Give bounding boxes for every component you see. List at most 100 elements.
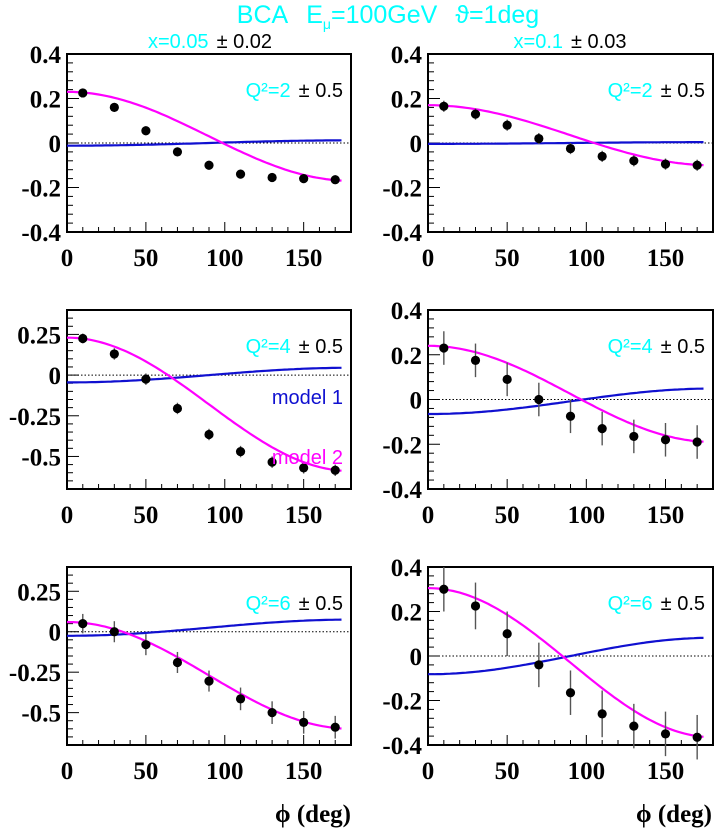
y-tick-label: -0.2 xyxy=(21,176,61,203)
panel-q2-label: Q²=2 ± 0.5 xyxy=(246,80,343,102)
data-point xyxy=(470,355,481,365)
data-point xyxy=(172,147,183,157)
y-tick-label: -0.5 xyxy=(21,444,61,471)
panel-q2-label: Q²=4 ± 0.5 xyxy=(608,336,705,358)
data-point xyxy=(141,126,151,136)
column-header-right: x=0.1 ± 0.03 xyxy=(514,31,627,53)
y-tick-label: -0.2 xyxy=(382,432,422,459)
data-point xyxy=(439,343,449,353)
y-tick-label: -0.25 xyxy=(9,404,61,431)
data-point xyxy=(470,109,481,119)
x-tick-label: 150 xyxy=(647,758,685,785)
x-tick-label: 50 xyxy=(495,502,520,529)
x-tick-label: 100 xyxy=(568,502,606,529)
data-point xyxy=(204,429,214,440)
y-tick-label: 0 xyxy=(49,131,62,158)
data-point xyxy=(330,175,340,185)
x-tick-label: 100 xyxy=(206,245,244,272)
data-point xyxy=(267,708,277,718)
panel-2: -0.4 -0.2 0 0.2 0.4 0 50 100 150 Q²=2 ± 0.5 xyxy=(382,42,714,272)
x-tick-label: 100 xyxy=(568,245,606,272)
model1-curve xyxy=(67,366,342,384)
x-tick-label: 50 xyxy=(133,502,158,529)
y-tick-label: -0.4 xyxy=(382,477,422,504)
data-point xyxy=(299,174,309,184)
y-tick-label: 0.2 xyxy=(391,600,422,627)
data-point xyxy=(439,101,449,111)
data-point xyxy=(235,169,246,179)
x-tick-label: 150 xyxy=(285,502,323,529)
data-point xyxy=(597,423,607,434)
data-point xyxy=(141,374,151,384)
data-point xyxy=(660,159,671,169)
y-tick-label: -0.4 xyxy=(382,220,422,247)
x-tick-label: 50 xyxy=(495,245,520,272)
panel-q2-label: Q²=6 ± 0.5 xyxy=(608,593,705,615)
model2-curve xyxy=(66,620,342,730)
panel-4: -0.4 -0.2 0 0.2 0.4 0 50 100 150 Q²=4 ± 0.5 xyxy=(382,298,714,529)
x-tick-label: 0 xyxy=(61,758,74,785)
y-tick-label: 0 xyxy=(410,644,423,671)
data-point xyxy=(109,102,119,112)
y-tick-label: -0.2 xyxy=(382,689,422,716)
x-tick-label: 50 xyxy=(133,245,158,272)
model2-curve xyxy=(427,587,704,738)
data-point xyxy=(534,660,544,670)
figure-title: BCA Eμ=100GeV ϑ=1deg xyxy=(237,1,539,32)
y-tick-label: -0.5 xyxy=(21,701,61,728)
x-tick-label: 0 xyxy=(422,758,435,785)
data-point xyxy=(692,437,702,447)
y-tick-label: 0 xyxy=(410,388,423,415)
model2-curve xyxy=(67,336,342,472)
data-point xyxy=(299,463,309,473)
panel-5: -0.5 -0.25 0 0.25 0 50 100 150 Q²=6 ± 0.5 xyxy=(9,566,352,785)
data-point xyxy=(692,732,702,742)
x-tick-label: 100 xyxy=(568,758,606,785)
data-point xyxy=(204,160,214,170)
y-tick-label: 0.25 xyxy=(17,579,61,606)
y-tick-label: 0 xyxy=(49,620,62,647)
data-point xyxy=(172,403,183,414)
x-axis-title-left: ϕ (deg) xyxy=(275,801,351,828)
y-tick-label: 0.4 xyxy=(391,42,423,69)
panel-6: -0.4 -0.2 0 0.2 0.4 0 50 100 150 Q²=6 ± 0.5 xyxy=(382,555,714,785)
x-tick-label: 100 xyxy=(206,502,244,529)
data-point xyxy=(141,640,151,650)
legend-model2: model 2 xyxy=(272,447,343,469)
data-point xyxy=(660,435,671,445)
data-point xyxy=(534,133,544,144)
y-tick-label: 0.2 xyxy=(391,343,422,370)
model2-curve xyxy=(428,104,704,167)
data-point xyxy=(78,333,88,344)
data-point xyxy=(534,394,544,405)
model2-curve xyxy=(428,344,704,443)
data-point xyxy=(330,465,340,475)
x-tick-label: 50 xyxy=(495,758,520,785)
column-header-left: x=0.05 ± 0.02 xyxy=(148,31,272,53)
y-tick-label: 0.4 xyxy=(30,42,62,69)
model1-curve xyxy=(67,139,342,147)
y-tick-label: -0.4 xyxy=(21,220,61,247)
data-point xyxy=(597,709,607,719)
x-tick-label: 100 xyxy=(206,758,244,785)
data-point xyxy=(502,629,512,639)
y-tick-label: 0 xyxy=(410,131,423,158)
y-tick-label: 0.25 xyxy=(17,322,61,349)
data-point xyxy=(109,627,119,637)
model2-curve xyxy=(66,90,342,182)
data-point xyxy=(565,411,576,421)
y-tick-label: 0.2 xyxy=(391,87,422,114)
panel-3: -0.5 -0.25 0 0.25 0 50 100 150 Q²=4 ± 0.5 model 1 m… xyxy=(9,309,352,529)
panel-1: -0.4 -0.2 0 0.2 0.4 0 50 100 150 Q²=2 ± 0.5 xyxy=(21,42,352,272)
data-point xyxy=(692,160,702,170)
x-tick-label: 50 xyxy=(133,758,158,785)
panel-q2-label: Q²=2 ± 0.5 xyxy=(608,80,705,102)
data-point xyxy=(565,688,576,698)
x-tick-label: 150 xyxy=(647,502,685,529)
x-axis-title-right: ϕ (deg) xyxy=(636,801,712,828)
data-point xyxy=(109,349,119,359)
data-point xyxy=(502,374,512,384)
x-tick-label: 0 xyxy=(61,502,74,529)
y-tick-label: 0.2 xyxy=(30,87,61,114)
